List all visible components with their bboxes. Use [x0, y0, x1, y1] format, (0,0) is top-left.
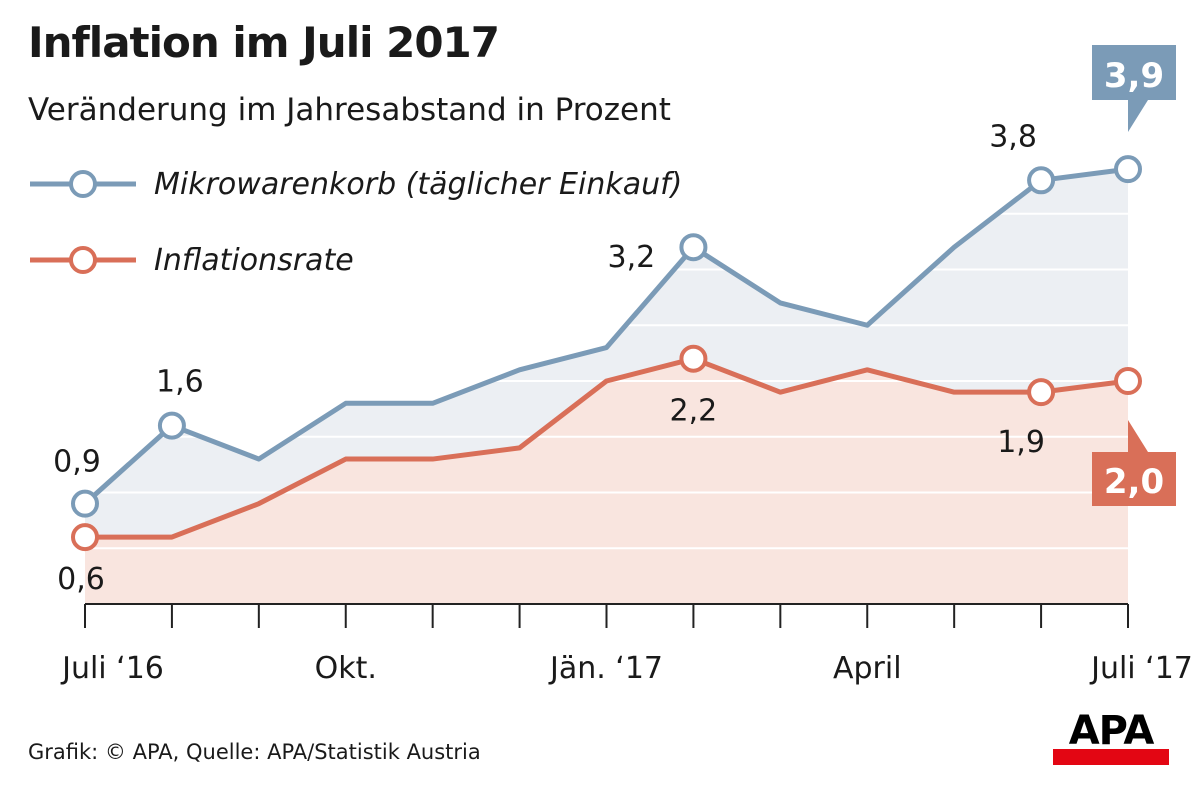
data-label: 3,8	[989, 119, 1037, 154]
x-tick-label: Juli ‘16	[60, 651, 164, 686]
x-tick-label: Juli ‘17	[1089, 651, 1193, 686]
series-line-mikrowarenkorb	[83, 166, 1129, 506]
logo-text: APA	[1068, 708, 1155, 754]
data-point	[1114, 367, 1142, 395]
callout-box-red	[1092, 420, 1176, 506]
data-point	[1027, 378, 1056, 407]
legend-label: Mikrowarenkorb (täglicher Einkauf)	[154, 166, 683, 202]
red-area	[85, 358, 1128, 604]
callout-box-blue	[1092, 45, 1176, 132]
x-tick-label: Jän. ‘17	[548, 651, 663, 686]
callout-label-blue: 3,9	[1104, 56, 1164, 96]
x-tick-label: April	[833, 651, 902, 686]
data-point	[679, 233, 708, 262]
logo-bar	[1053, 749, 1169, 765]
data-label: 0,9	[53, 445, 101, 480]
data-point	[1027, 166, 1056, 195]
data-label: 1,9	[997, 425, 1045, 460]
data-point	[71, 489, 99, 518]
blue-area	[85, 169, 1128, 538]
source-note: Grafik: © APA, Quelle: APA/Statistik Aus…	[28, 740, 481, 764]
legend-marker-blue-icon	[30, 170, 136, 198]
x-tick-label: Okt.	[315, 651, 377, 686]
data-label: 2,2	[670, 394, 718, 429]
data-point	[157, 411, 186, 440]
data-point	[71, 523, 99, 552]
subtitle: Veränderung im Jahresabstand in Prozent	[28, 92, 671, 128]
legend-label: Inflationsrate	[154, 242, 354, 278]
data-point	[679, 344, 708, 373]
data-label: 1,6	[156, 365, 204, 400]
page-title: Inflation im Juli 2017	[28, 18, 500, 67]
series-line-inflationsrate	[85, 356, 1129, 540]
legend-item-inflationsrate: Inflationsrate	[28, 240, 354, 280]
legend-item-mikrowarenkorb: Mikrowarenkorb (täglicher Einkauf)	[28, 164, 682, 204]
apa-logo: APA	[1053, 708, 1169, 765]
data-point	[1114, 155, 1142, 184]
callout-label-red: 2,0	[1104, 462, 1164, 502]
legend-marker-red-icon	[30, 246, 136, 274]
data-label: 3,2	[608, 240, 656, 275]
data-label: 0,6	[57, 562, 105, 597]
